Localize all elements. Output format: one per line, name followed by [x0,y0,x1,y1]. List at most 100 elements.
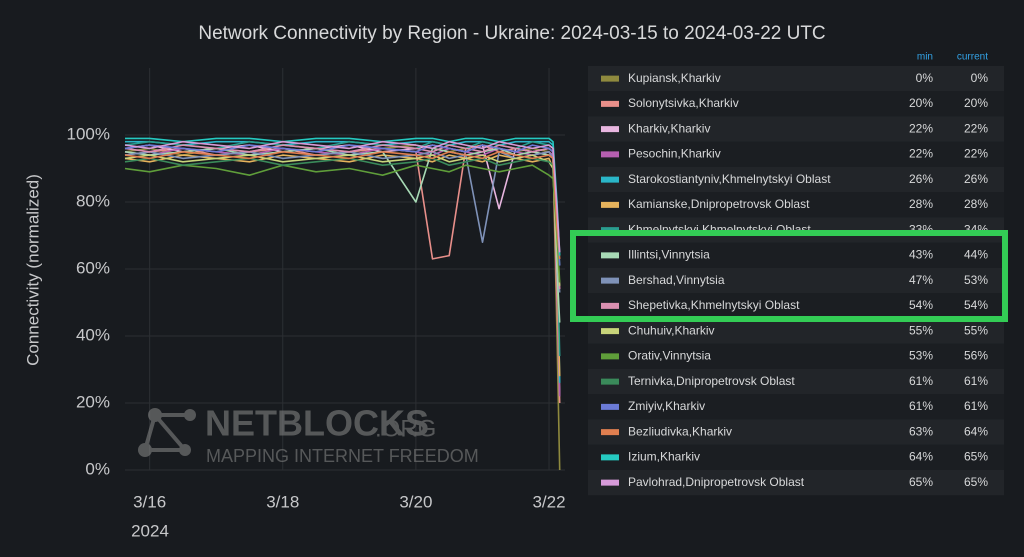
legend-swatch [601,403,619,410]
legend-name: Starokostiantyniv,Khmelnytskyi Oblast [628,172,831,186]
x-tick-label: 3/18 [266,492,299,511]
highlight-box [570,230,1008,322]
watermark-domain: .ORG [375,415,436,442]
legend-current: 53% [964,273,988,287]
legend-row [588,343,1004,369]
legend-name: Pesochin,Kharkiv [628,147,721,161]
legend-swatch [601,252,619,259]
series-line [124,140,561,253]
legend-current: 22% [964,121,988,135]
legend-name: Solonytsivka,Kharkiv [628,96,739,110]
legend-name: Bershad,Vinnytsia [628,273,725,287]
y-tick-label: 80% [76,191,110,210]
legend-current: 26% [964,172,988,186]
lines [124,137,561,471]
legend-header-min: min [917,52,933,63]
legend-min: 61% [909,374,933,388]
x-tick-label: 3/22 [532,492,565,511]
y-tick-label: 40% [76,325,110,344]
legend-name: Bezliudivka,Kharkiv [628,424,732,438]
y-tick-label: 60% [76,258,110,277]
legend-current: 0% [971,71,989,85]
series-line [124,164,561,283]
legend-current: 61% [964,374,988,388]
legend-current: 61% [964,399,988,413]
legend-current: 28% [964,197,988,211]
legend-row [588,444,1004,470]
grid: 0% 20% 40% 60% 80% 100% 3/16 3/18 3/20 3/22 [67,68,566,511]
legend-current: 65% [964,475,988,489]
legend-min: 0% [916,71,934,85]
legend-current: 56% [964,349,988,363]
legend-row [588,419,1004,445]
legend-row [588,66,1004,92]
legend-name: Izium,Kharkiv [628,450,700,464]
legend-min: 63% [909,424,933,438]
legend-name: Kupiansk,Kharkiv [628,71,721,85]
series-line [124,151,561,259]
legend-row [588,293,1004,319]
legend-row [588,116,1004,142]
x-tick-label: 3/20 [399,492,432,511]
legend-swatch [601,302,619,309]
legend-row [588,192,1004,218]
legend-swatch [601,126,619,133]
legend-swatch [601,479,619,486]
legend-row [588,91,1004,117]
legend-name: Illintsi,Vinnytsia [628,248,710,262]
legend-min: 64% [909,450,933,464]
watermark-icon-nodes [138,408,196,457]
series-line [125,137,561,256]
legend-min: 43% [909,248,933,262]
y-tick-label: 0% [85,459,110,478]
legend-current: 54% [964,298,988,312]
legend-row [588,167,1004,193]
legend-min: 47% [909,273,933,287]
legend-row [588,394,1004,420]
legend-min: 20% [909,96,933,110]
legend-swatch [601,75,619,82]
legend-row [588,242,1004,268]
legend-min: 54% [909,298,933,312]
legend-min: 55% [909,323,933,337]
y-axis-label: Connectivity (normalized) [23,174,42,366]
legend-current: 64% [964,424,988,438]
legend-name: Kamianske,Dnipropetrovsk Oblast [628,197,810,211]
watermark: NETBLOCKS .ORG MAPPING INTERNET FREEDOM [138,403,479,466]
legend-min: 26% [909,172,933,186]
legend-current: 22% [964,147,988,161]
legend-swatch [601,151,619,158]
legend-name: Ternivka,Dnipropetrovsk Oblast [628,374,795,388]
legend-swatch [601,454,619,461]
legend-swatch [601,328,619,335]
legend-name: Orativ,Vinnytsia [628,349,711,363]
legend-name: Shepetivka,Khmelnytskyi Oblast [628,298,800,312]
y-tick-label: 20% [76,392,110,411]
legend-row [588,268,1004,294]
legend-swatch [601,378,619,385]
legend-current: 44% [964,248,988,262]
legend-name: Chuhuiv,Kharkiv [628,323,714,337]
legend-min: 22% [909,147,933,161]
legend-min: 65% [909,475,933,489]
legend-current: 55% [964,323,988,337]
legend-swatch [601,100,619,107]
legend-min: 53% [909,349,933,363]
legend-row [588,141,1004,167]
legend-current: 20% [964,96,988,110]
legend-name: Kharkiv,Kharkiv [628,121,710,135]
legend-swatch [601,353,619,360]
watermark-brand: NETBLOCKS [205,403,429,444]
legend-min: 28% [909,197,933,211]
legend-current: 65% [964,450,988,464]
legend: min current Kupiansk,Kharkiv 0% 0% Solonytsiv… [588,52,1004,496]
legend-header-current: current [957,52,988,63]
series-line [124,154,561,286]
legend-swatch [601,201,619,208]
x-tick-label: 3/16 [133,492,166,511]
legend-min: 61% [909,399,933,413]
legend-row [588,318,1004,344]
legend-swatch [601,277,619,284]
